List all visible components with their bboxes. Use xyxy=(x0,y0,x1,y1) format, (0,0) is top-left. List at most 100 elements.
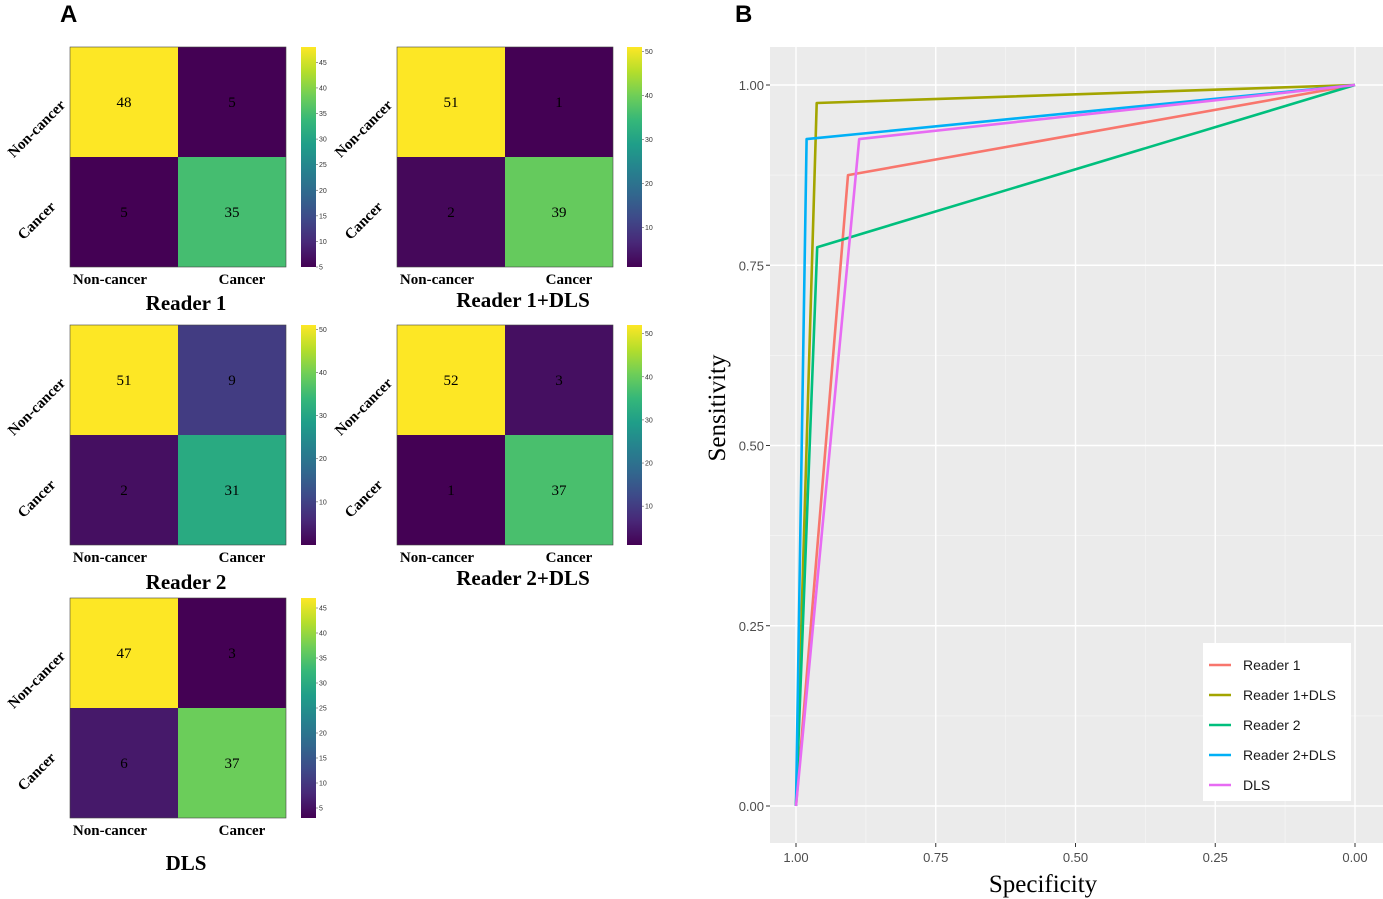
matrix-border xyxy=(396,324,614,546)
heatmap-cell xyxy=(178,157,286,267)
colorbar xyxy=(301,598,316,818)
cell-value: 5 xyxy=(228,95,236,111)
cell-value: 1 xyxy=(447,483,455,499)
colorbar xyxy=(627,47,642,267)
colorbar-tick-label: 40 xyxy=(319,85,327,92)
legend-label: Reader 2+DLS xyxy=(1243,747,1336,763)
x-tick-label: 0.25 xyxy=(1203,850,1228,865)
heatmap-cell xyxy=(178,708,286,818)
matrix-border xyxy=(69,46,287,268)
heatmap-cell xyxy=(505,435,613,545)
matrix-title: Reader 1 xyxy=(146,291,227,315)
heatmap-cell xyxy=(397,157,505,267)
colorbar-tick-label: 20 xyxy=(645,181,653,188)
cell-value: 3 xyxy=(555,373,563,389)
y-axis-label: Sensitivity xyxy=(704,354,731,461)
cell-value: 48 xyxy=(117,95,132,111)
colorbar-tick-label: 30 xyxy=(645,417,653,424)
roc-line xyxy=(794,83,1356,807)
x-tick-label: 0.00 xyxy=(1342,850,1367,865)
cell-value: 2 xyxy=(447,205,455,221)
colorbar-tick-label: 40 xyxy=(319,631,327,638)
matrix-border xyxy=(69,324,287,546)
column-label: Cancer xyxy=(546,272,593,288)
cell-value: 6 xyxy=(120,756,128,772)
column-label: Cancer xyxy=(546,550,593,566)
matrix-title: Reader 2 xyxy=(146,570,227,594)
cell-value: 52 xyxy=(444,373,459,389)
cell-value: 51 xyxy=(444,95,459,111)
column-label: Cancer xyxy=(219,272,266,288)
colorbar-tick-label: 25 xyxy=(319,162,327,169)
row-label: Cancer xyxy=(342,199,387,244)
cell-value: 5 xyxy=(120,205,128,221)
matrix-border xyxy=(69,597,287,819)
cell-value: 2 xyxy=(120,483,128,499)
cell-value: 51 xyxy=(117,373,132,389)
colorbar-tick-label: 10 xyxy=(319,499,327,506)
heatmap-cell xyxy=(505,47,613,157)
heatmap-cell xyxy=(70,325,178,435)
heatmap-cell xyxy=(70,598,178,708)
column-label: Non-cancer xyxy=(400,550,474,566)
row-label: Non-cancer xyxy=(332,97,396,161)
colorbar-tick-label: 40 xyxy=(319,370,327,377)
colorbar-tick-label: 50 xyxy=(319,327,327,334)
row-label: Cancer xyxy=(15,477,60,522)
cell-value: 31 xyxy=(225,483,240,499)
row-label: Non-cancer xyxy=(5,375,69,439)
colorbar-tick-label: 10 xyxy=(645,504,653,511)
heatmap-cell xyxy=(397,47,505,157)
column-label: Non-cancer xyxy=(73,272,147,288)
colorbar-tick-label: 5 xyxy=(319,265,323,272)
cell-value: 37 xyxy=(552,483,568,499)
row-label: Non-cancer xyxy=(5,97,69,161)
colorbar-tick-label: 40 xyxy=(645,93,653,100)
heatmap-cell xyxy=(397,435,505,545)
colorbar-tick-label: 30 xyxy=(645,137,653,144)
roc-line xyxy=(794,83,1356,807)
column-label: Cancer xyxy=(219,823,266,839)
heatmap-cell xyxy=(70,47,178,157)
colorbar-tick-label: 30 xyxy=(319,413,327,420)
panel-label-b: B xyxy=(735,1,752,28)
colorbar xyxy=(301,47,316,267)
legend: Reader 1 Reader 1+DLS Reader 2 Reader 2+DLS… xyxy=(1203,643,1351,801)
row-label: Cancer xyxy=(15,750,60,795)
x-tick-label: 1.00 xyxy=(783,850,808,865)
y-tick-label: 0.75 xyxy=(739,258,764,273)
confusion-matrix: 47 3 6 37 Non-cancer Cancer Non-cancer Cancer DL… xyxy=(5,597,327,875)
heatmap-cell xyxy=(397,325,505,435)
colorbar xyxy=(301,325,316,545)
y-tick-label: 0.50 xyxy=(739,439,764,454)
colorbar-tick-label: 45 xyxy=(319,60,327,67)
row-label: Cancer xyxy=(342,477,387,522)
column-label: Non-cancer xyxy=(400,272,474,288)
heatmap-cell xyxy=(70,708,178,818)
legend-label: DLS xyxy=(1243,777,1270,793)
colorbar-tick-label: 40 xyxy=(645,374,653,381)
colorbar-tick-label: 10 xyxy=(319,239,327,246)
y-tick-label: 0.25 xyxy=(739,619,764,634)
colorbar-tick-label: 30 xyxy=(319,681,327,688)
confusion-matrix: 51 9 2 31 Non-cancer Cancer Non-cancer Cancer Re… xyxy=(5,324,327,594)
colorbar-tick-label: 20 xyxy=(645,461,653,468)
x-axis-label: Specificity xyxy=(989,871,1098,898)
cell-value: 39 xyxy=(552,205,567,221)
legend-box xyxy=(1203,643,1351,801)
heatmap-cell xyxy=(70,157,178,267)
column-label: Non-cancer xyxy=(73,550,147,566)
colorbar-tick-label: 20 xyxy=(319,731,327,738)
colorbar-tick-label: 35 xyxy=(319,656,327,663)
column-label: Cancer xyxy=(219,550,266,566)
legend-label: Reader 2 xyxy=(1243,717,1301,733)
matrix-title: DLS xyxy=(166,851,207,875)
cell-value: 1 xyxy=(555,95,563,111)
matrix-title: Reader 1+DLS xyxy=(456,288,590,312)
heatmap-cell xyxy=(178,598,286,708)
colorbar-tick-label: 35 xyxy=(319,111,327,118)
